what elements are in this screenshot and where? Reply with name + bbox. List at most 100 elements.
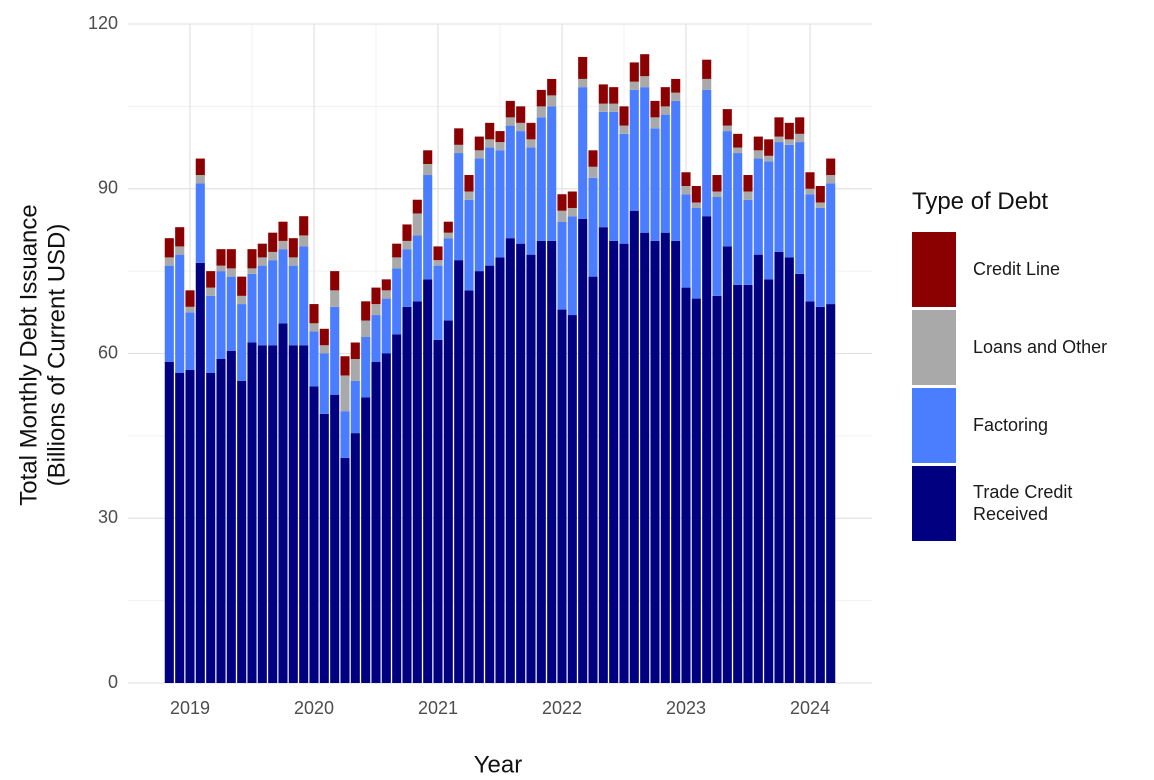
bar-segment [495,150,505,258]
bar-segment [588,177,598,277]
bar-segment [402,240,412,250]
bar-segment [784,257,794,683]
bar-segment [185,369,195,683]
bar-segment [722,246,732,683]
bar-segment [268,345,278,683]
legend-swatch [912,309,956,385]
bar-segment [609,103,619,112]
bar-segment [743,199,753,285]
bar-segment [392,268,402,335]
bar-segment [237,276,247,296]
bar-segment [805,301,815,683]
bar-segment [712,295,722,683]
bar-segment [288,238,298,258]
bar-segment [557,309,567,683]
bar-segment [505,117,515,126]
bar-segment [164,257,174,266]
bar-segment [257,257,267,266]
bar-segment [795,142,805,274]
legend-swatch [912,465,956,541]
bar-segment [433,265,443,340]
bar-segment [826,158,836,176]
bar-segment [443,221,453,233]
x-axis-title: Year [474,751,523,778]
bar-segment [629,62,639,82]
bar-segment [454,153,464,261]
bar-segment [815,306,825,683]
bar-segment [319,353,329,414]
bar-segment [175,227,185,247]
bar-segment [629,210,639,683]
bar-segment [495,131,505,143]
bar-segment [464,175,474,192]
bar-segment [681,194,691,288]
bar-segment [733,153,743,285]
bar-segment [505,100,515,118]
bar-segment [702,89,712,217]
x-tick-label: 2023 [666,698,706,718]
bar-segment [660,114,670,233]
bar-segment [660,87,670,107]
bar-segment [237,295,247,305]
bar-segment [743,175,753,192]
bar-segment [206,295,216,373]
bar-segment [340,375,350,412]
bar-segment [361,320,371,338]
bar-segment [753,254,763,683]
y-axis-title: Total Monthly Debt Issuance [15,204,42,506]
bar-segment [702,59,712,79]
bar-segment [330,271,340,291]
bar-segment [226,350,236,683]
bar-segment [278,221,288,241]
y-tick-label: 30 [98,507,118,527]
bar-segment [681,186,691,195]
bar-segment [526,254,536,683]
bar-segment [505,238,515,684]
bar-segment [381,353,391,683]
bar-segment [805,188,815,195]
bar-segment [691,207,701,299]
bar-segment [640,87,650,233]
bar-segment [433,260,443,266]
bar-segment [319,328,329,346]
bar-segment [350,342,360,359]
bar-segment [464,290,474,683]
bar-segment [547,78,557,96]
bar-segment [629,89,639,211]
bar-segment [578,87,588,219]
bar-segment [660,106,670,115]
bar-segment [733,284,743,683]
bar-segment [826,175,836,184]
legend-swatch [912,231,956,307]
bar-segment [516,131,526,244]
bar-segment [547,106,557,241]
bar-segment [588,150,598,167]
bar-segment [784,122,794,140]
bar-segment [764,155,774,162]
bar-segment [257,243,267,258]
bar-segment [392,334,402,683]
bar-segment [350,380,360,434]
bar-segment [764,279,774,683]
bar-segment [299,216,309,236]
bar-segment [412,199,422,214]
bar-segment [164,238,174,258]
bar-segment [712,191,722,197]
bar-segment [371,287,381,305]
legend-item: Trade Credit Received [912,464,1133,542]
bar-segment [288,265,298,346]
bar-segment [702,216,712,684]
bar-segment [309,304,319,324]
bar-segment [412,235,422,302]
bar-segment [640,54,650,77]
bar-segment [309,331,319,387]
bar-segment [361,337,371,398]
bar-segment [609,111,619,241]
bar-segment [784,144,794,258]
bar-segment [268,232,278,252]
bar-segment [371,304,381,316]
bar-segment [588,276,598,683]
bar-segment [609,240,619,683]
bar-segment [722,125,732,132]
legend-label: Factoring [973,415,1049,435]
